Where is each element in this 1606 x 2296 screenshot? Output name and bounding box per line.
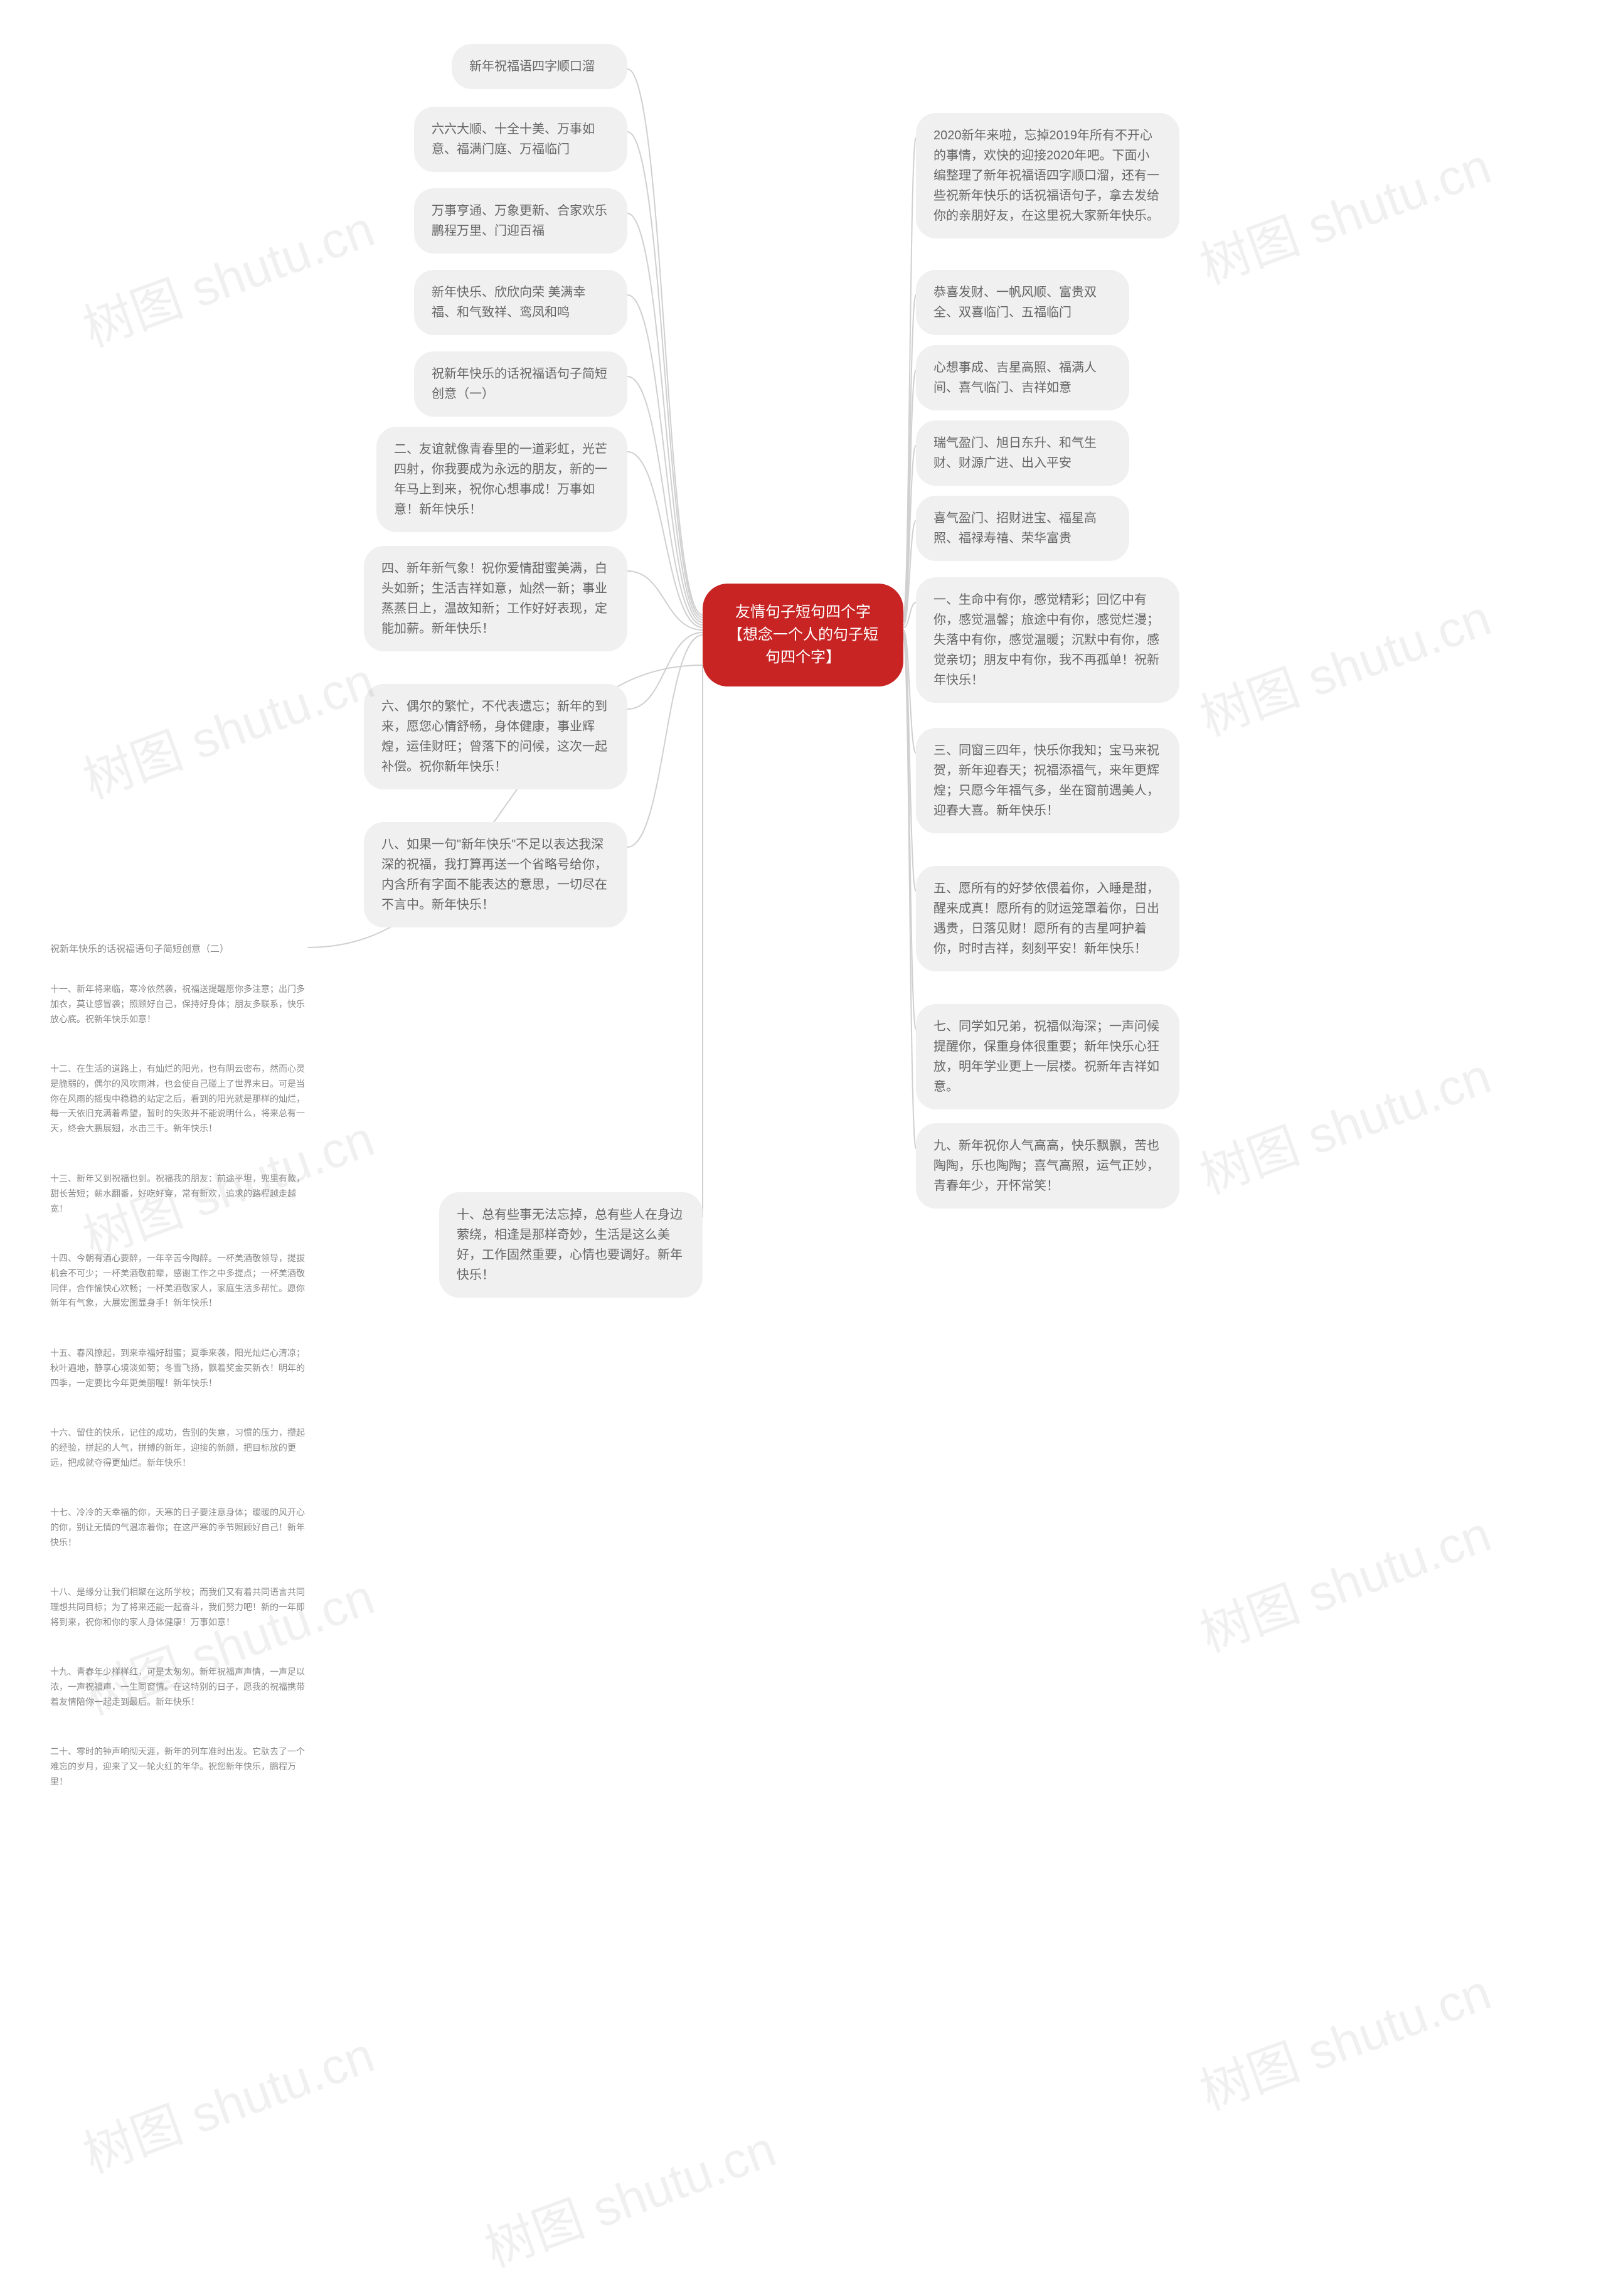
right-bubble-2: 心想事成、吉星高照、福满人间、喜气临门、吉祥如意 [916, 345, 1129, 410]
left-bubble-7: 六、偶尔的繁忙，不代表遗忘；新年的到来，愿您心情舒畅，身体健康，事业辉煌，运佳财… [364, 684, 627, 789]
right-bubble-text-9: 九、新年祝你人气高高，快乐飘飘，苦也陶陶，乐也陶陶；喜气高照，运气正妙，青春年少… [933, 1139, 1159, 1193]
tiny-item-2: 十三、新年又到祝福也到。祝福我的朋友：前途平坦，兜里有款，甜长苦短；薪水翻番，好… [50, 1172, 307, 1216]
tiny-item-1: 十二、在生活的道路上，有灿烂的阳光，也有阴云密布，然而心灵是脆弱的，偶尔的风吹雨… [50, 1062, 307, 1136]
center-node: 友情句子短句四个字【想念一个人的句子短句四个字】 [703, 584, 903, 686]
left-bubble-text-3: 新年快乐、欣欣向荣 美满幸福、和气致祥、鸾凤和鸣 [432, 286, 586, 319]
tiny-item-9: 二十、零时的钟声响彻天涯，新年的列车准时出发。它驮去了一个难忘的岁月，迎来了又一… [50, 1744, 307, 1789]
right-bubble-text-4: 喜气盈门、招财进宝、福星高照、福禄寿禧、荣华富贵 [933, 511, 1097, 545]
tiny-item-5: 十六、留住的快乐，记住的成功，告别的失意，习惯的压力，攒起的经验，拼起的人气，拼… [50, 1426, 307, 1470]
right-bubble-8: 七、同学如兄弟，祝福似海深；一声问候提醒你，保重身体很重要；新年快乐心狂放，明年… [916, 1004, 1179, 1109]
right-bubble-10: 十、总有些事无法忘掉，总有些人在身边萦绕，相逢是那样奇妙，生活是这么美好，工作固… [439, 1192, 703, 1298]
left-bubble-4: 祝新年快乐的话祝福语句子简短创意（一） [414, 351, 627, 417]
watermark-2: 树图 shutu.cn [72, 641, 383, 813]
right-bubble-1: 恭喜发财、一帆风顺、富贵双全、双喜临门、五福临门 [916, 270, 1129, 335]
tiny-item-0: 十一、新年将来临，寒冷依然袭，祝福送提醒愿你多注意；出门多加衣，莫让感冒袭；照顾… [50, 982, 307, 1027]
left-bubble-1: 六六大顺、十全十美、万事如意、福满门庭、万福临门 [414, 107, 627, 172]
left-bubble-text-1: 六六大顺、十全十美、万事如意、福满门庭、万福临门 [432, 122, 595, 156]
left-bubble-8: 八、如果一句"新年快乐"不足以表达我深深的祝福，我打算再送一个省略号给你，内含所… [364, 822, 627, 927]
left-bubble-text-7: 六、偶尔的繁忙，不代表遗忘；新年的到来，愿您心情舒畅，身体健康，事业辉煌，运佳财… [381, 700, 607, 774]
right-bubble-6: 三、同窗三四年，快乐你我知；宝马来祝贺，新年迎春天；祝福添福气，来年更辉煌；只愿… [916, 728, 1179, 833]
right-bubble-text-6: 三、同窗三四年，快乐你我知；宝马来祝贺，新年迎春天；祝福添福气，来年更辉煌；只愿… [933, 744, 1159, 818]
connector-lines [0, 0, 1606, 2296]
right-bubble-text-7: 五、愿所有的好梦依偎着你，入睡是甜，醒来成真！愿所有的财运笼罩着你，日出遇贵，日… [933, 882, 1159, 956]
left-bubble-6: 四、新年新气象！祝你爱情甜蜜美满，白头如新；生活吉祥如意，灿然一新；事业蒸蒸日上… [364, 546, 627, 651]
right-bubble-text-1: 恭喜发财、一帆风顺、富贵双全、双喜临门、五福临门 [933, 286, 1097, 319]
watermark-9: 树图 shutu.cn [474, 2109, 784, 2282]
left-bubble-text-4: 祝新年快乐的话祝福语句子简短创意（一） [432, 367, 607, 401]
watermark-7: 树图 shutu.cn [1189, 1494, 1499, 1667]
left-bubble-text-6: 四、新年新气象！祝你爱情甜蜜美满，白头如新；生活吉祥如意，灿然一新；事业蒸蒸日上… [381, 562, 607, 636]
watermark-1: 树图 shutu.cn [1189, 126, 1499, 299]
left-bubble-text-0: 新年祝福语四字顺口溜 [469, 60, 595, 73]
watermark-8: 树图 shutu.cn [72, 2015, 383, 2187]
watermark-10: 树图 shutu.cn [1189, 1952, 1499, 2125]
tiny-header: 祝新年快乐的话祝福语句子简短创意（二） [50, 941, 307, 958]
left-bubble-2: 万事亨通、万象更新、合家欢乐 鹏程万里、门迎百福 [414, 188, 627, 254]
right-bubble-text-10: 十、总有些事无法忘掉，总有些人在身边萦绕，相逢是那样奇妙，生活是这么美好，工作固… [457, 1208, 683, 1282]
tiny-item-7: 十八、是缘分让我们相聚在这所学校；而我们又有着共同语言共同理想共同目标；为了将来… [50, 1585, 307, 1630]
right-bubble-7: 五、愿所有的好梦依偎着你，入睡是甜，醒来成真！愿所有的财运笼罩着你，日出遇贵，日… [916, 866, 1179, 971]
watermark-3: 树图 shutu.cn [1189, 578, 1499, 750]
right-bubble-text-5: 一、生命中有你，感觉精彩；回忆中有你，感觉温馨；旅途中有你，感觉烂漫；失落中有你… [933, 593, 1159, 687]
right-bubble-text-3: 瑞气盈门、旭日东升、和气生财、财源广进、出入平安 [933, 436, 1097, 470]
right-bubble-text-2: 心想事成、吉星高照、福满人间、喜气临门、吉祥如意 [933, 361, 1097, 395]
tiny-item-8: 十九、青春年少样样红，可是太匆匆。新年祝福声声情，一声足以浓，一声祝福声，一生同… [50, 1665, 307, 1709]
tiny-item-6: 十七、冷冷的天幸福的你，天寒的日子要注意身体；暖暖的风开心的你，别让无情的气温冻… [50, 1505, 307, 1550]
right-bubble-text-0: 2020新年来啦，忘掉2019年所有不开心的事情，欢快的迎接2020年吧。下面小… [933, 129, 1159, 223]
right-bubble-9: 九、新年祝你人气高高，快乐飘飘，苦也陶陶，乐也陶陶；喜气高照，运气正妙，青春年少… [916, 1123, 1179, 1209]
left-bubble-5: 二、友谊就像青春里的一道彩虹，光芒四射，你我要成为永远的朋友，新的一年马上到来，… [376, 427, 627, 532]
tiny-item-4: 十五、春风撩起，到来幸福好甜蜜；夏季来袭，阳光灿烂心清凉；秋叶遍地，静享心境淡如… [50, 1346, 307, 1391]
right-bubble-3: 瑞气盈门、旭日东升、和气生财、财源广进、出入平安 [916, 420, 1129, 486]
left-bubble-text-2: 万事亨通、万象更新、合家欢乐 鹏程万里、门迎百福 [432, 204, 607, 238]
left-bubble-text-5: 二、友谊就像青春里的一道彩虹，光芒四射，你我要成为永远的朋友，新的一年马上到来，… [394, 442, 607, 516]
watermark-0: 树图 shutu.cn [72, 189, 383, 361]
right-bubble-5: 一、生命中有你，感觉精彩；回忆中有你，感觉温馨；旅途中有你，感觉烂漫；失落中有你… [916, 577, 1179, 703]
center-text: 友情句子短句四个字【想念一个人的句子短句四个字】 [728, 604, 878, 666]
right-bubble-text-8: 七、同学如兄弟，祝福似海深；一声问候提醒你，保重身体很重要；新年快乐心狂放，明年… [933, 1020, 1159, 1094]
tiny-item-3: 十四、今朝有酒心要醉，一年辛苦今陶醉。一杯美酒敬领导，提拔机会不可少；一杯美酒敬… [50, 1251, 307, 1311]
left-bubble-0: 新年祝福语四字顺口溜 [452, 44, 627, 89]
watermark-5: 树图 shutu.cn [1189, 1036, 1499, 1209]
left-bubble-text-8: 八、如果一句"新年快乐"不足以表达我深深的祝福，我打算再送一个省略号给你，内含所… [381, 838, 607, 912]
right-bubble-4: 喜气盈门、招财进宝、福星高照、福禄寿禧、荣华富贵 [916, 496, 1129, 561]
left-bubble-3: 新年快乐、欣欣向荣 美满幸福、和气致祥、鸾凤和鸣 [414, 270, 627, 335]
right-bubble-0: 2020新年来啦，忘掉2019年所有不开心的事情，欢快的迎接2020年吧。下面小… [916, 113, 1179, 238]
